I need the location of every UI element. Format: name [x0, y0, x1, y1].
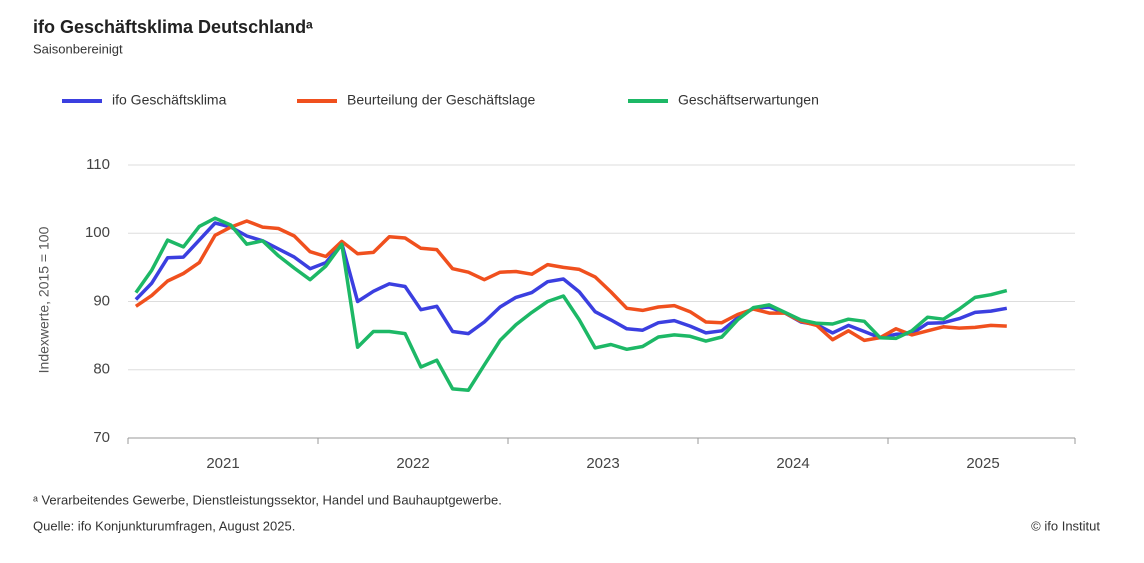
- chart-subtitle: Saisonbereinigt: [33, 41, 123, 56]
- y-tick-label: 70: [93, 429, 110, 446]
- legend-label: Geschäftserwartungen: [678, 92, 819, 108]
- series-line: [134, 221, 1008, 340]
- y-tick-label: 110: [86, 156, 110, 173]
- legend-label: Beurteilung der Geschäftslage: [347, 92, 536, 108]
- y-axis-label: Indexwerte, 2015 = 100: [36, 226, 52, 373]
- y-tick-label: 90: [93, 292, 110, 309]
- x-tick-label: 2023: [586, 455, 619, 472]
- series-line: [134, 216, 1008, 392]
- y-tick-label: 100: [85, 224, 110, 241]
- legend-label: ifo Geschäftsklima: [112, 92, 227, 108]
- copyright: © ifo Institut: [1031, 518, 1100, 533]
- source: Quelle: ifo Konjunkturumfragen, August 2…: [33, 518, 295, 533]
- x-tick-label: 2025: [966, 455, 999, 472]
- x-tick-label: 2024: [776, 455, 809, 472]
- series-line: [134, 219, 1007, 343]
- x-tick-label: 2022: [396, 455, 429, 472]
- chart-title: ifo Geschäftsklima Deutschlandᵃ: [33, 17, 313, 37]
- y-tick-label: 80: [93, 361, 110, 378]
- x-tick-label: 2021: [206, 455, 239, 472]
- footnote: ᵃ Verarbeitendes Gewerbe, Dienstleistung…: [33, 492, 502, 507]
